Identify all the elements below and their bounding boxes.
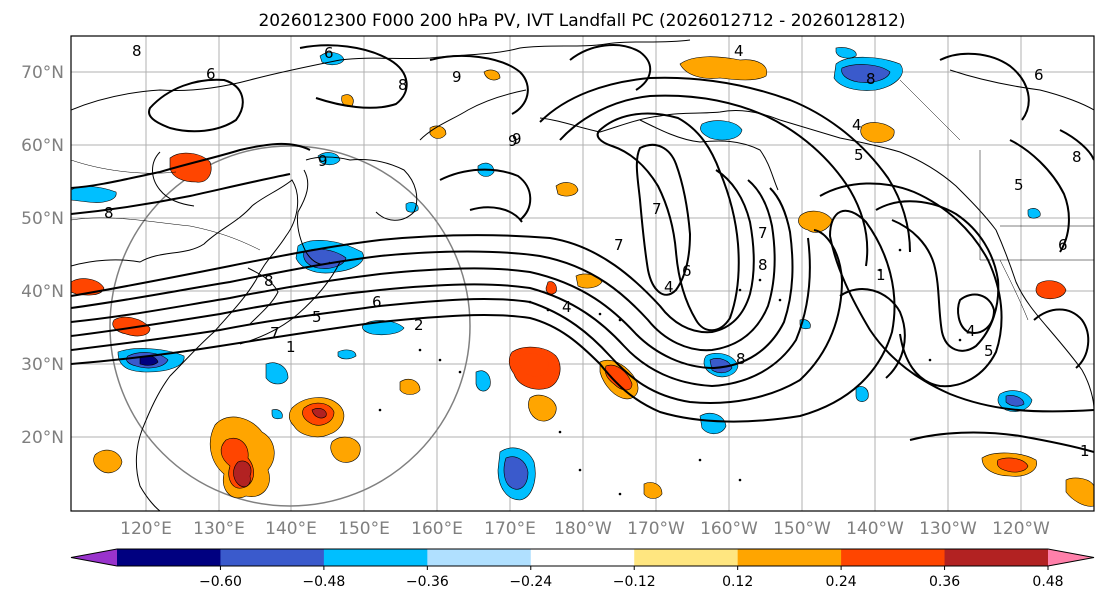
lat-label: 40°N [21, 282, 64, 302]
colorbar-tick-label: 0.36 [929, 574, 960, 590]
colorbar-segment [841, 549, 946, 566]
map-frame [70, 35, 1095, 512]
colorbar-segment [117, 549, 221, 566]
map-title: 2026012300 F000 200 hPa PV, IVT Landfall… [258, 11, 905, 31]
lat-label: 50°N [21, 209, 64, 229]
contour-label: 5 [312, 308, 322, 326]
latitude-labels: 70°N 60°N 50°N 40°N 30°N 20°N [21, 63, 64, 448]
lat-label: 60°N [21, 136, 64, 156]
contour-label: 9 [508, 132, 518, 150]
contour-label: 8 [736, 350, 746, 368]
contour-label: 8 [758, 256, 768, 274]
contour-label: 5 [984, 342, 994, 360]
colorbar-segment [323, 549, 428, 566]
lon-label: 170°W [627, 519, 685, 539]
longitude-labels: 120°E 130°E 140°E 150°E 160°E 170°E 180°… [120, 519, 1050, 539]
colorbar: −0.60 −0.48 −0.36 −0.24 −0.12 0.12 0.24 0.36 0.4… [70, 548, 1095, 590]
lon-label: 120°W [992, 519, 1050, 539]
lon-label: 140°E [265, 519, 317, 539]
positive-anomaly-shading [71, 56, 1094, 507]
lon-label: 130°E [193, 519, 245, 539]
lon-label: 150°E [338, 519, 390, 539]
contour-label: 9 [318, 152, 328, 170]
contour-label: 1 [286, 338, 296, 356]
lon-label: 170°E [484, 519, 536, 539]
contour-label: 5 [854, 146, 864, 164]
contour-label: 8 [104, 204, 114, 222]
contour-label: 1 [1080, 442, 1090, 460]
contour-label: 7 [652, 200, 662, 218]
contour-label: 2 [414, 316, 424, 334]
lon-label: 120°E [120, 519, 172, 539]
colorbar-extend-low [71, 549, 117, 566]
gridlines [71, 36, 1094, 511]
colorbar-outline [70, 548, 1095, 567]
colorbar-segment [737, 549, 842, 566]
contour-label: 5 [1014, 176, 1024, 194]
lat-label: 30°N [21, 355, 64, 375]
colorbar-tick-label: −0.60 [199, 574, 242, 590]
lat-label: 20°N [21, 428, 64, 448]
ivt-contours [71, 44, 1094, 453]
contour-label: 6 [1058, 236, 1068, 254]
lon-label: 160°E [411, 519, 463, 539]
colorbar-tick-label: −0.24 [509, 574, 552, 590]
contour-label: 7 [614, 236, 624, 254]
lon-label: 140°W [846, 519, 904, 539]
colorbar-tick-label: 0.48 [1032, 574, 1063, 590]
contour-label: 7 [270, 324, 280, 342]
contour-label: 4 [664, 278, 674, 296]
contour-label: 7 [758, 224, 768, 242]
contour-label: 4 [562, 298, 572, 316]
colorbar-segment [427, 549, 532, 566]
contour-labels: 8 6 6 8 9 9 8 4 5 4 9 8 5 6 7 4 9 8 7 8 … [104, 42, 1090, 460]
contour-label: 8 [1072, 148, 1082, 166]
colorbar-tick-label: 0.24 [826, 574, 857, 590]
colorbar-tick-label: −0.12 [613, 574, 656, 590]
lon-label: 130°W [919, 519, 977, 539]
map-content: 8 6 6 8 9 9 8 4 5 4 9 8 5 6 7 4 9 8 7 8 … [71, 36, 1094, 511]
lon-label: 180°W [554, 519, 612, 539]
landfall-circle [109, 145, 471, 507]
colorbar-segment [634, 549, 739, 566]
contour-label: 6 [1034, 66, 1044, 84]
colorbar-segment [220, 549, 325, 566]
contour-label: 6 [372, 293, 382, 311]
contour-label: 8 [866, 70, 876, 88]
contour-label: 9 [452, 68, 462, 86]
contour-label: 8 [264, 272, 274, 290]
contour-label: 8 [132, 42, 142, 60]
coastlines [71, 39, 1094, 511]
island-dots [378, 248, 962, 496]
political-borders [71, 79, 1094, 321]
colorbar-tick-label: −0.36 [406, 574, 449, 590]
colorbar-tick-label: 0.12 [722, 574, 753, 590]
contour-label: 4 [852, 116, 862, 134]
colorbar-tick-label: −0.48 [302, 574, 345, 590]
contour-label: 8 [398, 76, 408, 94]
colorbar-segment [944, 549, 1049, 566]
contour-label: 6 [682, 262, 692, 280]
contour-label: 4 [734, 42, 744, 60]
negative-anomaly-shading [71, 47, 1041, 501]
contour-label: 1 [876, 266, 886, 284]
lat-label: 70°N [21, 63, 64, 83]
contour-label: 4 [966, 322, 976, 340]
lon-label: 150°W [773, 519, 831, 539]
colorbar-extend-high [1048, 549, 1094, 566]
contour-label: 9 [512, 130, 522, 148]
contour-label: 6 [206, 65, 216, 83]
lon-label: 160°W [700, 519, 758, 539]
colorbar-segment [530, 549, 635, 566]
contour-label: 6 [324, 44, 334, 62]
